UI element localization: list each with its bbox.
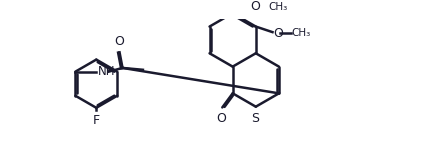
Text: NH: NH (98, 65, 115, 78)
Text: O: O (217, 112, 227, 125)
Text: F: F (93, 114, 100, 128)
Text: O: O (250, 0, 260, 13)
Text: S: S (251, 112, 259, 125)
Text: CH₃: CH₃ (292, 28, 311, 38)
Text: O: O (273, 27, 283, 40)
Text: CH₃: CH₃ (269, 2, 288, 12)
Text: O: O (115, 35, 125, 48)
